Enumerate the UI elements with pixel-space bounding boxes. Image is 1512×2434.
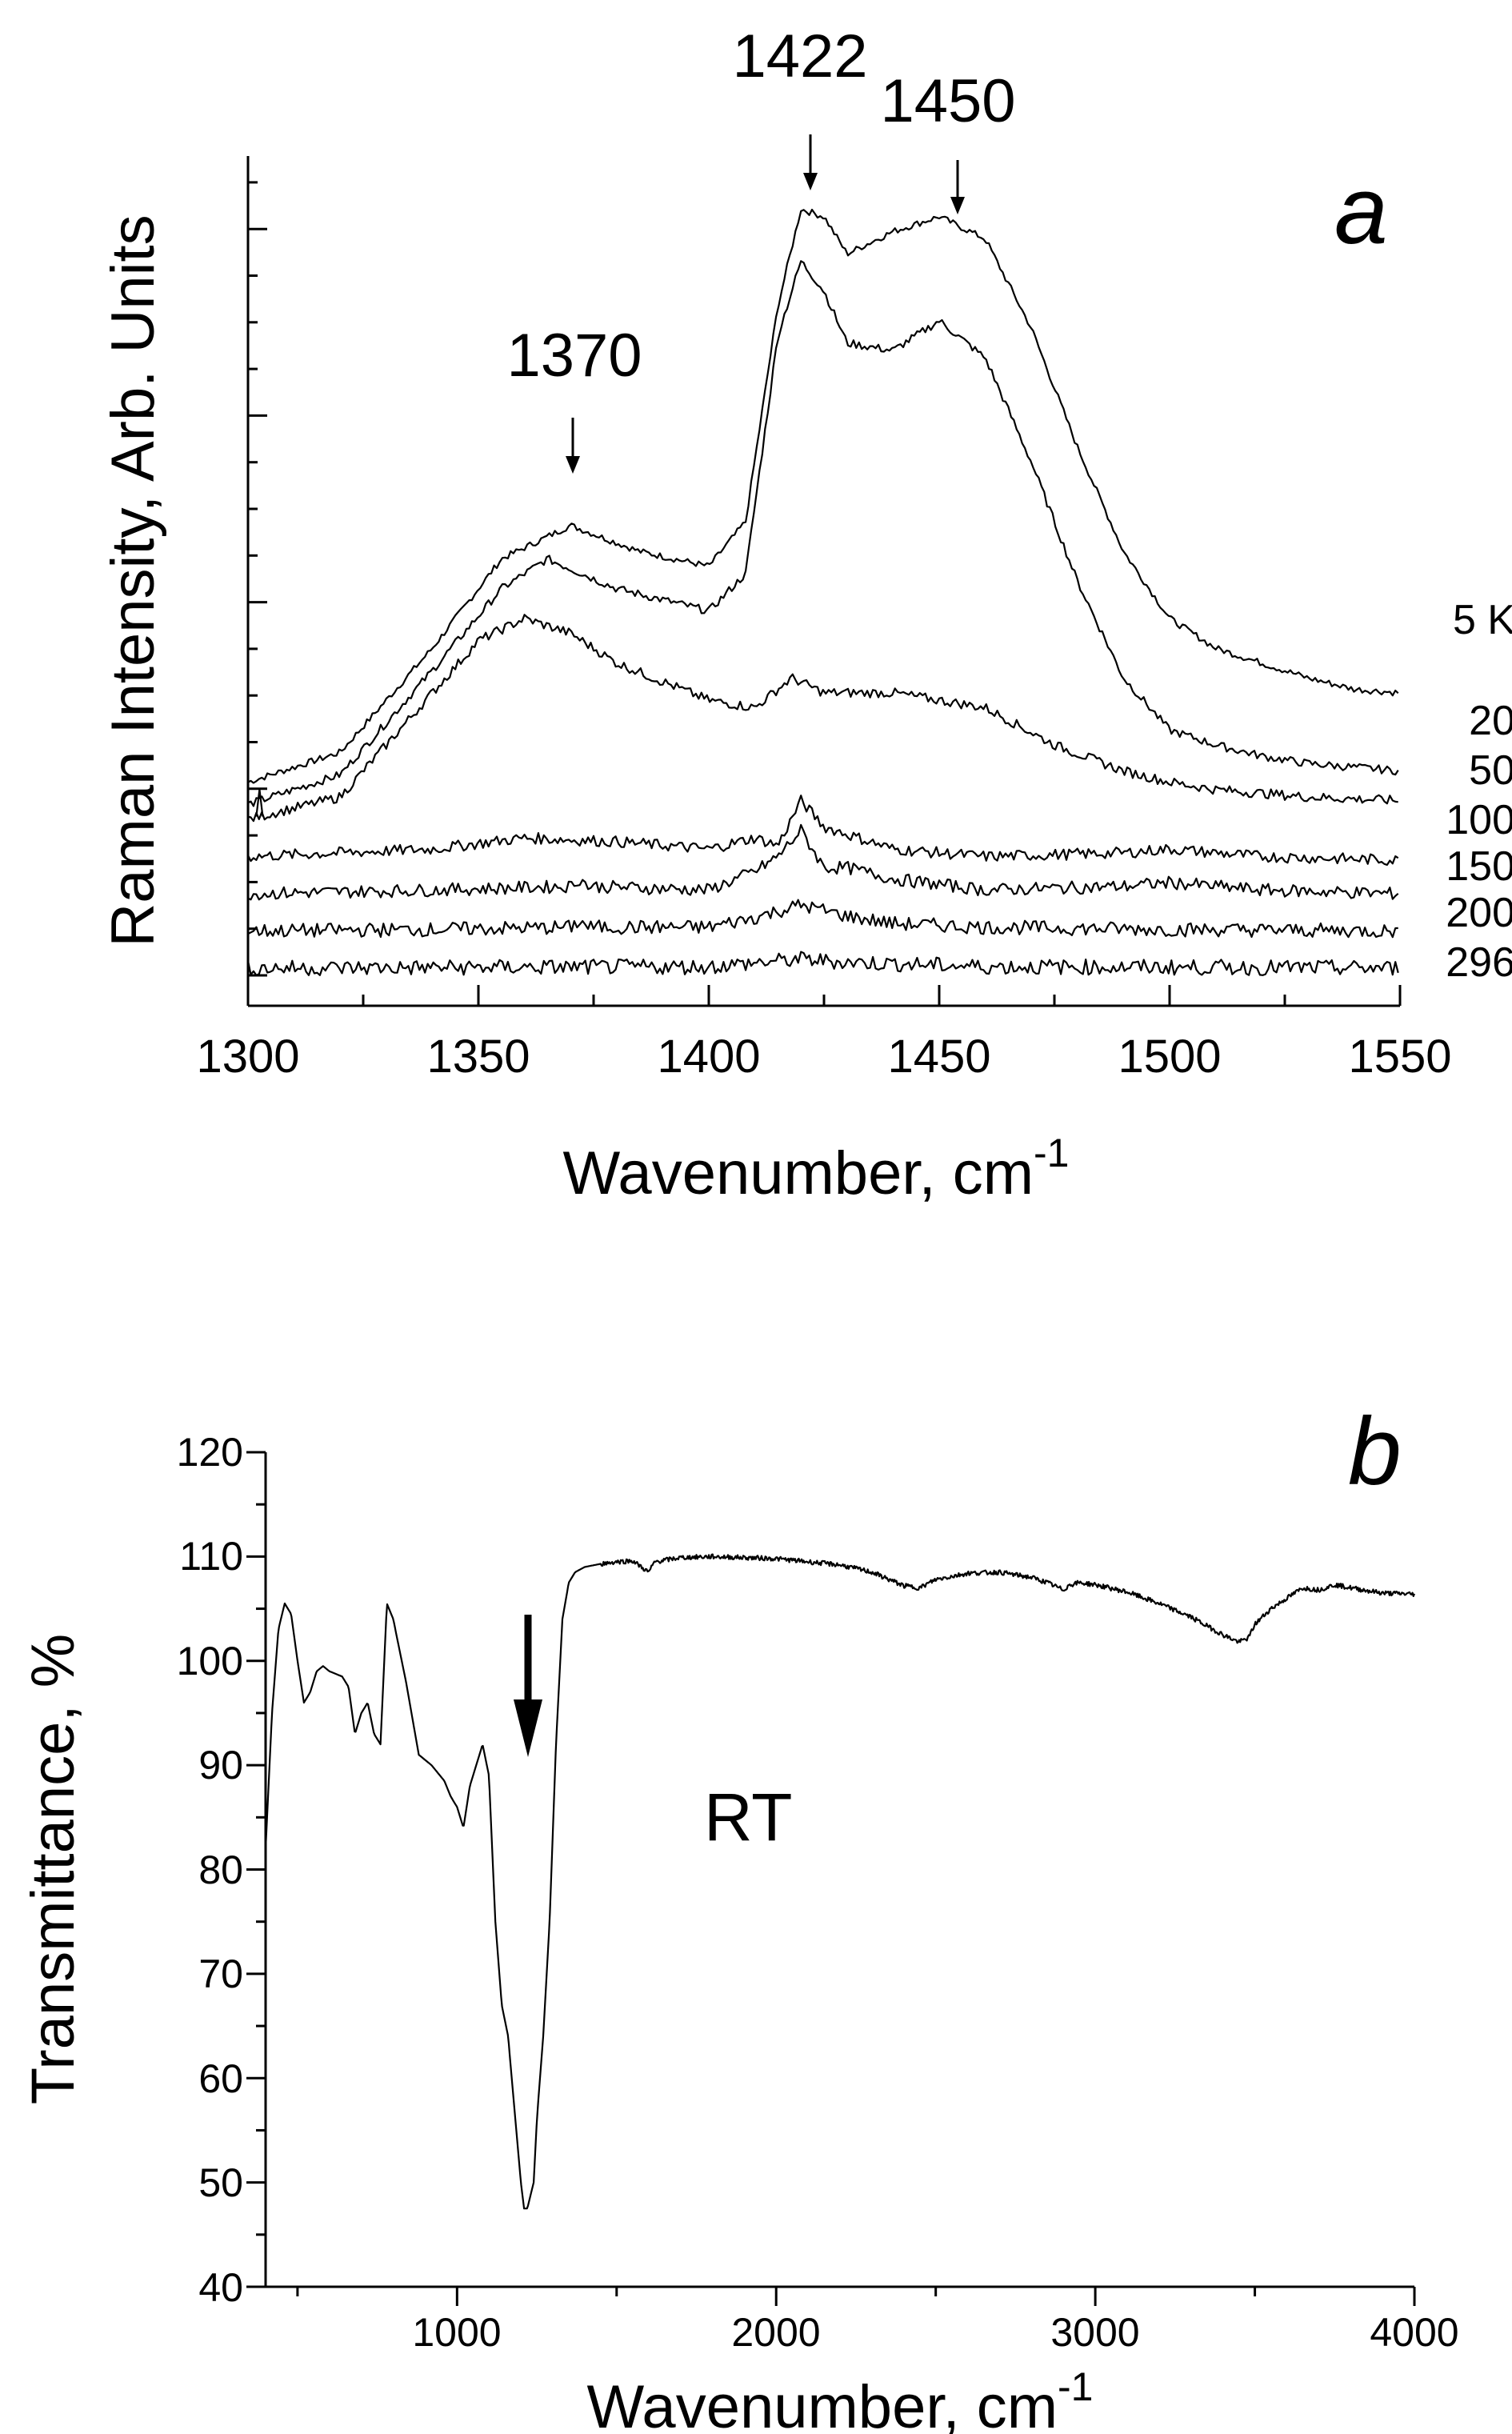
panel-a-x-tick-label: 1300 bbox=[196, 1031, 299, 1083]
absorption-arrow bbox=[514, 1615, 542, 1757]
panel-a-plot-frame bbox=[248, 156, 1400, 1006]
panel-a-x-tick-labels: 1300 1350 1400 1450 1500 1550 bbox=[196, 1031, 1451, 1083]
panel-b-ticks bbox=[246, 1451, 1416, 2306]
panel-a-x-tick-label: 1500 bbox=[1118, 1031, 1221, 1083]
panel-a-x-axis-title-text: Wavenumber, cm bbox=[563, 1139, 1034, 1207]
panel-b-y-tick-label: 40 bbox=[198, 2265, 243, 2310]
panel-b-x-tick-label: 3000 bbox=[1050, 2310, 1139, 2355]
panel-a-letter: a bbox=[1334, 157, 1388, 264]
panel-b-x-axis-title: Wavenumber, cm-1 bbox=[587, 2364, 1094, 2434]
ftir-spectrum bbox=[264, 1553, 1416, 2210]
panel-b-x-tick-label: 2000 bbox=[731, 2310, 820, 2355]
panel-b-x-axis-title-text: Wavenumber, cm bbox=[587, 2373, 1058, 2434]
panel-a-x-tick-label: 1450 bbox=[887, 1031, 990, 1083]
panel-a-series bbox=[246, 208, 1399, 976]
raman-series-100 bbox=[247, 795, 1399, 866]
raman-series-20 bbox=[247, 260, 1399, 807]
panel-b-y-tick-label: 80 bbox=[198, 1848, 243, 1892]
panel-b-letter: b bbox=[1348, 1398, 1402, 1505]
panel-a-x-tick-label: 1400 bbox=[657, 1031, 760, 1083]
panel-b-x-axis-title-superscript: -1 bbox=[1058, 2364, 1093, 2409]
panel-b-y-tick-label: 120 bbox=[177, 1430, 243, 1475]
raman-series-200 bbox=[247, 899, 1398, 939]
panel-a-x-tick-label: 1350 bbox=[426, 1031, 530, 1083]
panel-b-x-tick-label: 4000 bbox=[1370, 2310, 1458, 2355]
panel-a-x-axis-title-superscript: -1 bbox=[1034, 1131, 1069, 1175]
series-label-50: 50 bbox=[1469, 747, 1512, 794]
rt-annotation: RT bbox=[704, 1779, 792, 1855]
panel-b-y-tick-labels: 40 50 60 70 80 90 100 110 120 bbox=[177, 1430, 243, 2310]
panel-a-ticks bbox=[246, 181, 1402, 1006]
panel-a: 1300 1350 1400 1450 1500 1550 Wavenumber… bbox=[99, 22, 1512, 1207]
raman-series-50 bbox=[247, 614, 1398, 823]
peak-arrow-1422 bbox=[803, 134, 818, 190]
raman-series-296 bbox=[246, 951, 1399, 976]
series-label-100: 100 bbox=[1446, 797, 1512, 843]
raman-series-5k bbox=[247, 208, 1399, 784]
panel-a-series-labels: 5 K 20 50 100 150 200 296 bbox=[1446, 597, 1512, 986]
panel-b-x-tick-label: 1000 bbox=[412, 2310, 501, 2355]
peak-arrow-1370 bbox=[566, 418, 580, 474]
panel-b-series bbox=[264, 1553, 1416, 2210]
panel-a-x-axis-title: Wavenumber, cm-1 bbox=[563, 1131, 1070, 1207]
series-label-20: 20 bbox=[1469, 698, 1512, 744]
series-label-296: 296 bbox=[1446, 939, 1512, 986]
panel-b-y-tick-label: 50 bbox=[198, 2160, 243, 2205]
peak-label-1422: 1422 bbox=[732, 22, 867, 90]
peak-label-1370: 1370 bbox=[506, 322, 642, 390]
raman-series-150 bbox=[247, 823, 1399, 901]
series-label-5k: 5 K bbox=[1453, 597, 1512, 643]
panel-b-y-tick-label: 60 bbox=[198, 2056, 243, 2101]
raman-spike bbox=[255, 788, 264, 817]
series-label-200: 200 bbox=[1446, 890, 1512, 936]
panel-b-y-tick-label: 100 bbox=[177, 1639, 243, 1683]
peak-arrow-1450 bbox=[950, 160, 965, 214]
peak-label-1450: 1450 bbox=[880, 67, 1015, 135]
series-label-150: 150 bbox=[1446, 843, 1512, 890]
panel-b-x-tick-labels: 1000 2000 3000 4000 bbox=[412, 2310, 1458, 2355]
panel-b-y-tick-label: 70 bbox=[198, 1952, 243, 1996]
panel-a-y-axis-title: Raman Intensity, Arb. Units bbox=[99, 214, 167, 947]
panel-b: 40 50 60 70 80 90 100 110 120 1000 2000 … bbox=[19, 1398, 1459, 2434]
panel-b-y-tick-label: 110 bbox=[179, 1534, 243, 1579]
panel-b-y-axis-title: Transmittance, % bbox=[19, 1634, 87, 2104]
panel-a-x-tick-label: 1550 bbox=[1348, 1031, 1451, 1083]
panel-b-y-tick-label: 90 bbox=[198, 1743, 243, 1787]
